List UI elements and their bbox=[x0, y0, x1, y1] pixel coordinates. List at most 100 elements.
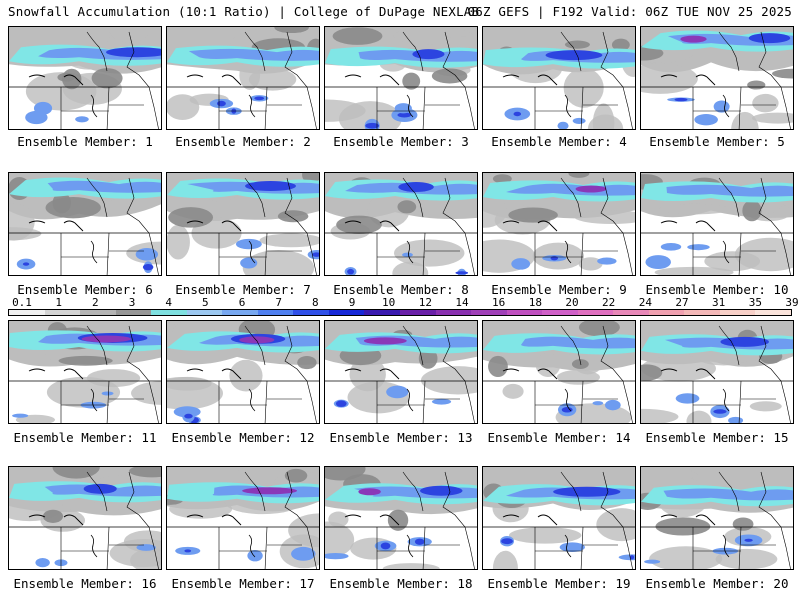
colorbar-tick-label: 39 bbox=[785, 296, 799, 309]
ensemble-member-map bbox=[640, 466, 794, 570]
colorbar-tick-label: 5 bbox=[202, 296, 209, 309]
ensemble-member-label: Ensemble Member: 14 bbox=[487, 430, 631, 445]
ensemble-member-map bbox=[640, 172, 794, 276]
snowfall-map bbox=[483, 27, 635, 129]
colorbar-swatch bbox=[115, 310, 152, 315]
ensemble-member-map bbox=[640, 26, 794, 130]
snowfall-map bbox=[483, 321, 635, 423]
colorbar-swatch bbox=[44, 310, 81, 315]
colorbar-tick-label: 18 bbox=[528, 296, 542, 309]
ensemble-member-label: Ensemble Member: 17 bbox=[171, 576, 315, 591]
ensemble-member-map bbox=[8, 320, 162, 424]
colorbar-swatch bbox=[9, 310, 45, 315]
map-title: Snowfall Accumulation (10:1 Ratio) | Col… bbox=[8, 4, 480, 19]
snowfall-map bbox=[167, 467, 319, 569]
snowfall-map bbox=[641, 173, 793, 275]
ensemble-member-map bbox=[8, 172, 162, 276]
colorbar-swatch bbox=[542, 310, 578, 315]
snowfall-map bbox=[325, 173, 477, 275]
colorbar-tick-label: 22 bbox=[602, 296, 616, 309]
ensemble-member-map bbox=[482, 466, 636, 570]
ensemble-member-label: Ensemble Member: 8 bbox=[333, 282, 469, 297]
ensemble-member-label: Ensemble Member: 3 bbox=[333, 134, 469, 149]
ensemble-member-label: Ensemble Member: 1 bbox=[17, 134, 153, 149]
colorbar-tick-label: 3 bbox=[128, 296, 136, 309]
ensemble-member-label: Ensemble Member: 19 bbox=[487, 576, 631, 591]
ensemble-member-label: Ensemble Member: 20 bbox=[645, 576, 789, 591]
snowfall-map bbox=[9, 467, 161, 569]
ensemble-member-map bbox=[324, 26, 478, 130]
ensemble-member-label: Ensemble Member: 12 bbox=[171, 430, 315, 445]
ensemble-member-label: Ensemble Member: 11 bbox=[13, 430, 157, 445]
snowfall-map bbox=[483, 467, 635, 569]
ensemble-member-map bbox=[324, 466, 478, 570]
colorbar-swatch bbox=[719, 310, 756, 315]
ensemble-member-label: Ensemble Member: 10 bbox=[645, 282, 789, 297]
colorbar-tick-label: 27 bbox=[675, 296, 689, 309]
colorbar-tick-label: 9 bbox=[348, 296, 356, 309]
ensemble-member-label: Ensemble Member: 15 bbox=[645, 430, 789, 445]
snowfall-map bbox=[641, 467, 793, 569]
snowfall-map bbox=[9, 173, 161, 275]
ensemble-member-label: Ensemble Member: 9 bbox=[491, 282, 627, 297]
ensemble-member-map bbox=[166, 26, 320, 130]
colorbar-tick-label: 2 bbox=[92, 296, 99, 309]
colorbar-tick-label: 4 bbox=[165, 296, 172, 309]
ensemble-member-label: Ensemble Member: 7 bbox=[175, 282, 311, 297]
snowfall-map bbox=[325, 321, 477, 423]
ensemble-member-label: Ensemble Member: 4 bbox=[491, 134, 627, 149]
colorbar-swatch bbox=[613, 310, 649, 315]
colorbar-swatch bbox=[293, 310, 329, 315]
colorbar-tick-label: 16 bbox=[492, 296, 506, 309]
colorbar-swatch bbox=[506, 310, 543, 315]
ensemble-member-map bbox=[482, 26, 636, 130]
colorbar-tick-label: 14 bbox=[455, 296, 469, 309]
snowfall-map bbox=[167, 321, 319, 423]
colorbar-swatch bbox=[328, 310, 365, 315]
ensemble-member-map bbox=[8, 26, 162, 130]
ensemble-member-label: Ensemble Member: 16 bbox=[13, 576, 157, 591]
colorbar-tick-label: 10 bbox=[382, 296, 396, 309]
colorbar-tick-label: 1 bbox=[55, 296, 62, 309]
colorbar-swatch bbox=[755, 310, 792, 315]
colorbar-swatch bbox=[257, 310, 294, 315]
ensemble-member-map bbox=[640, 320, 794, 424]
colorbar-swatch bbox=[151, 310, 187, 315]
snowfall-map bbox=[325, 27, 477, 129]
ensemble-member-label: Ensemble Member: 18 bbox=[329, 576, 473, 591]
snowfall-map bbox=[9, 321, 161, 423]
snowfall-map bbox=[9, 27, 161, 129]
colorbar-tick-label: 8 bbox=[312, 296, 319, 309]
snowfall-map bbox=[641, 321, 793, 423]
ensemble-member-map bbox=[324, 172, 478, 276]
colorbar-tick-label: 12 bbox=[418, 296, 432, 309]
colorbar-tick-label: 35 bbox=[748, 296, 762, 309]
ensemble-member-label: Ensemble Member: 6 bbox=[17, 282, 153, 297]
colorbar-tick-label: 6 bbox=[238, 296, 246, 309]
colorbar-tick-label: 24 bbox=[638, 296, 652, 309]
ensemble-member-map bbox=[324, 320, 478, 424]
snowfall-map bbox=[325, 467, 477, 569]
ensemble-member-map bbox=[166, 172, 320, 276]
snowfall-map bbox=[641, 27, 793, 129]
model-run-info: 06Z GEFS | F192 Valid: 06Z TUE NOV 25 20… bbox=[467, 4, 792, 19]
ensemble-member-map bbox=[8, 466, 162, 570]
colorbar-tick-label: 31 bbox=[712, 296, 726, 309]
colorbar-swatch bbox=[471, 310, 507, 315]
ensemble-member-label: Ensemble Member: 2 bbox=[175, 134, 311, 149]
colorbar-swatch bbox=[684, 310, 720, 315]
ensemble-member-map bbox=[482, 172, 636, 276]
colorbar-swatch bbox=[80, 310, 116, 315]
snowfall-map bbox=[167, 173, 319, 275]
colorbar-swatch bbox=[400, 310, 436, 315]
colorbar-ticks: 0.1 1 2 3 4 5 6 7 8 9 10 12 14 16 18 20 22 24 27 31 35 39 bbox=[8, 296, 799, 309]
colorbar-swatch bbox=[364, 310, 401, 315]
colorbar-swatch bbox=[435, 310, 472, 315]
colorbar-swatch bbox=[222, 310, 258, 315]
colorbar-swatch bbox=[186, 310, 223, 315]
colorbar bbox=[8, 309, 792, 316]
ensemble-member-map bbox=[482, 320, 636, 424]
colorbar-tick-label: 0.1 bbox=[12, 296, 32, 309]
ensemble-member-map bbox=[166, 466, 320, 570]
ensemble-member-map bbox=[166, 320, 320, 424]
